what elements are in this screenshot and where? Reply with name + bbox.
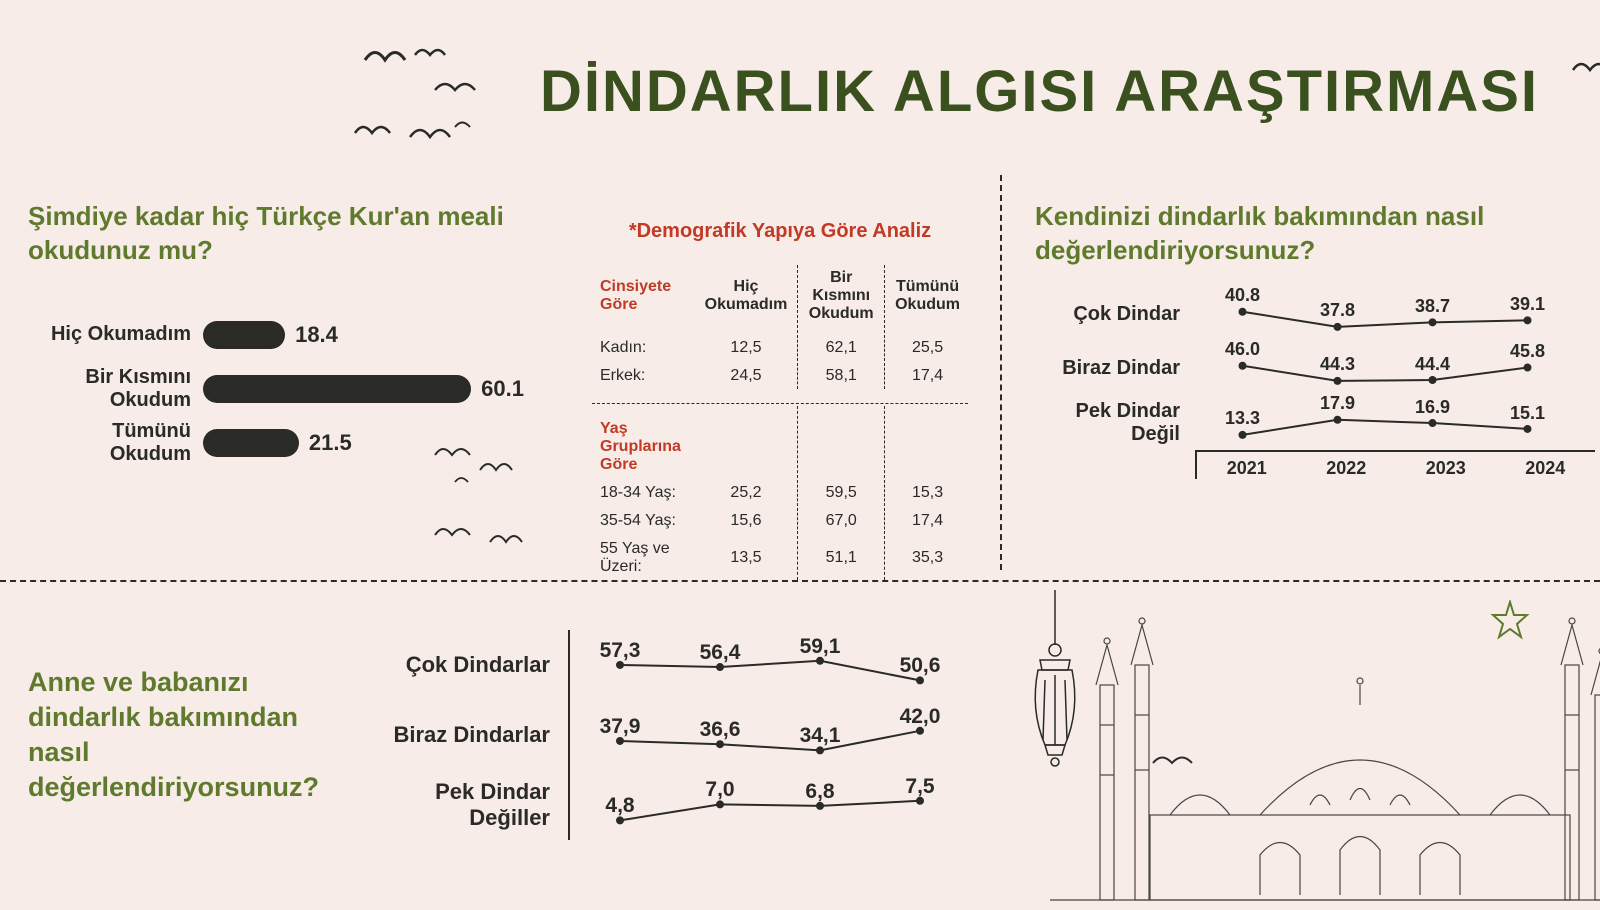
q1-question: Şimdiye kadar hiç Türkçe Kur'an meali ok…	[28, 200, 588, 268]
q4-line-chart: Çok Dindarlar 57,3 56,4 59,1 50,6 Biraz Dinda…	[368, 630, 978, 840]
point-value: 7,0	[705, 778, 734, 802]
q4-question: Anne ve babanızı dindarlık bakımından na…	[28, 665, 328, 805]
q3-section: Kendinizi dindarlık bakımından nasıl değ…	[1035, 200, 1595, 479]
bar-label: Bir Kısmını Okudum	[28, 366, 203, 412]
series-canvas: 13.3 17.9 16.9 15.1	[1195, 396, 1595, 450]
point-value: 16.9	[1415, 397, 1450, 418]
demographic-table: *Demografik Yapıya Göre Analiz Cinsiyete…	[590, 220, 970, 582]
point-value: 39.1	[1510, 294, 1545, 315]
bar-row: Hiç Okumadım 18.4	[28, 308, 588, 362]
bar-row: Tümünü Okudum 21.5	[28, 416, 588, 470]
series-label: Çok Dindar	[1035, 303, 1195, 326]
point-value: 17.9	[1320, 393, 1355, 414]
point-value: 13.3	[1225, 408, 1260, 429]
point-value: 7,5	[905, 775, 934, 799]
series-label: Çok Dindarlar	[368, 652, 568, 678]
point-value: 36,6	[700, 718, 741, 742]
mosque-illustration	[990, 605, 1600, 905]
point-value: 15.1	[1510, 403, 1545, 424]
bird-icon	[1570, 55, 1600, 85]
point-value: 44.4	[1415, 354, 1450, 375]
point-value: 38.7	[1415, 296, 1450, 317]
series-canvas: 37,9 36,6 34,1 42,0	[568, 700, 978, 770]
page-title: DİNDARLIK ALGISI ARAŞTIRMASI	[540, 58, 1539, 125]
series-label: Pek Dindar Değil	[1035, 400, 1195, 446]
bar-value: 21.5	[309, 430, 352, 456]
line-row: Pek Dindar Değil 13.3 17.9 16.9 15.1	[1035, 396, 1595, 450]
bar	[203, 321, 285, 349]
point-value: 37,9	[600, 715, 641, 739]
series-label: Biraz Dindar	[1035, 357, 1195, 380]
series-canvas: 57,3 56,4 59,1 50,6	[568, 630, 978, 700]
line-row: Pek Dindar Değiller 4,8 7,0 6,8 7,5	[368, 770, 978, 840]
line-row: Çok Dindarlar 57,3 56,4 59,1 50,6	[368, 630, 978, 700]
series-label: Biraz Dindarlar	[368, 722, 568, 748]
vertical-divider	[1000, 175, 1002, 570]
series-label: Pek Dindar Değiller	[368, 779, 568, 831]
line-row: Biraz Dindarlar 37,9 36,6 34,1 42,0	[368, 700, 978, 770]
point-value: 46.0	[1225, 339, 1260, 360]
bar	[203, 429, 299, 457]
q1-section: Şimdiye kadar hiç Türkçe Kur'an meali ok…	[28, 200, 588, 470]
point-value: 37.8	[1320, 300, 1355, 321]
bird-icon	[430, 75, 490, 105]
point-value: 44.3	[1320, 354, 1355, 375]
point-value: 42,0	[900, 705, 941, 729]
bar-label: Hiç Okumadım	[28, 323, 203, 346]
point-value: 34,1	[800, 724, 841, 748]
bar-row: Bir Kısmını Okudum 60.1	[28, 362, 588, 416]
series-canvas: 46.0 44.3 44.4 45.8	[1195, 342, 1595, 396]
point-value: 6,8	[805, 780, 834, 804]
axis-year: 2022	[1297, 458, 1397, 479]
point-value: 45.8	[1510, 341, 1545, 362]
point-value: 59,1	[800, 635, 841, 659]
axis-year: 2023	[1396, 458, 1496, 479]
axis-year: 2021	[1197, 458, 1297, 479]
point-value: 57,3	[600, 639, 641, 663]
point-value: 4,8	[605, 794, 634, 818]
point-value: 50,6	[900, 654, 941, 678]
bar-value: 18.4	[295, 322, 338, 348]
axis-year: 2024	[1496, 458, 1596, 479]
line-row: Biraz Dindar 46.0 44.3 44.4 45.8	[1035, 342, 1595, 396]
demo-subtitle: *Demografik Yapıya Göre Analiz	[590, 220, 970, 243]
point-value: 56,4	[700, 641, 741, 665]
q3-question: Kendinizi dindarlık bakımından nasıl değ…	[1035, 200, 1515, 268]
bird-icon	[350, 115, 480, 155]
bar-value: 60.1	[481, 376, 524, 402]
x-axis: 2021202220232024	[1195, 450, 1595, 479]
point-value: 40.8	[1225, 285, 1260, 306]
bar	[203, 375, 471, 403]
series-canvas: 4,8 7,0 6,8 7,5	[568, 770, 978, 840]
q3-line-chart: Çok Dindar40.837.838.739.1Biraz Dindar46…	[1035, 288, 1595, 479]
series-canvas: 40.8 37.8 38.7 39.1	[1195, 288, 1595, 342]
line-row: Çok Dindar 40.8 37.8 38.7 39.1	[1035, 288, 1595, 342]
q1-bar-chart: Hiç Okumadım 18.4 Bir Kısmını Okudum 60.1 Tü…	[28, 308, 588, 470]
bar-label: Tümünü Okudum	[28, 420, 203, 466]
q4-section: Anne ve babanızı dindarlık bakımından na…	[28, 630, 978, 840]
bird-icon	[360, 40, 450, 80]
bird-icon	[430, 520, 550, 560]
